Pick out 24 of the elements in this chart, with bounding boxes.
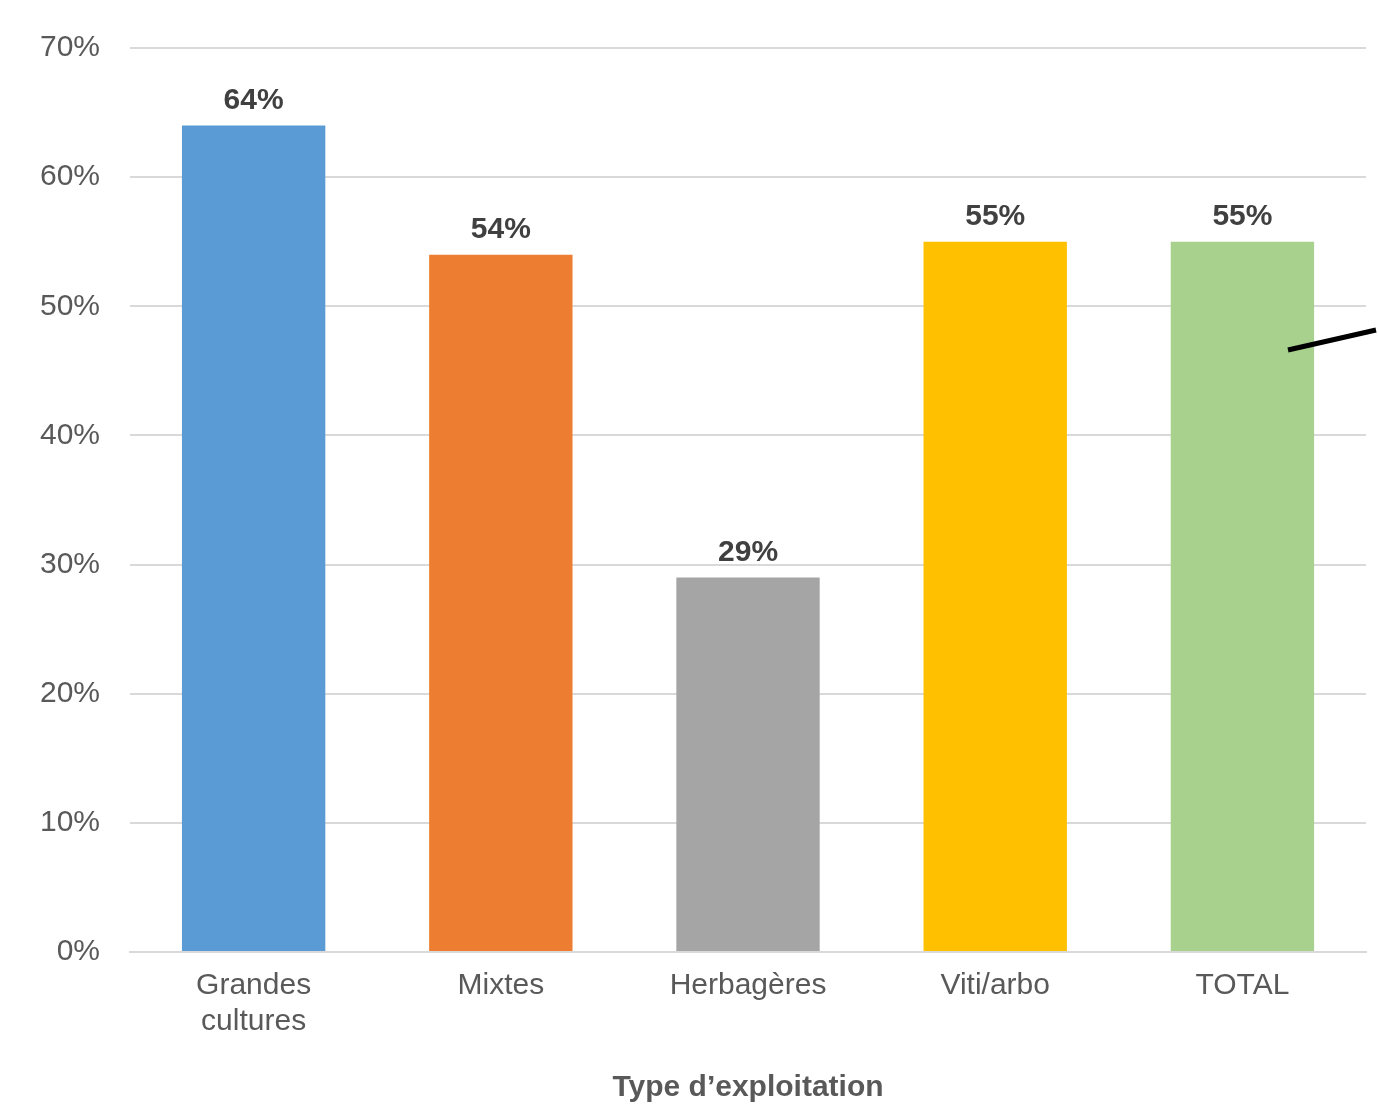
data-label: 29% xyxy=(718,533,779,567)
x-tick-label: Grandes cultures xyxy=(196,967,312,1037)
bar xyxy=(1170,241,1315,951)
data-label: 54% xyxy=(470,210,531,244)
bar xyxy=(676,577,820,951)
x-axis-title: Type d’exploitation xyxy=(612,1069,884,1103)
x-tick-label: Herbagères xyxy=(669,967,827,1001)
y-tick-label: 70% xyxy=(40,29,101,63)
data-label: 64% xyxy=(223,81,284,115)
y-tick-label: 40% xyxy=(40,416,101,450)
x-tick-label: Viti/arbo xyxy=(940,967,1050,1001)
y-tick-label: 60% xyxy=(40,158,101,192)
y-tick-label: 0% xyxy=(56,933,101,967)
x-tick-label: TOTAL xyxy=(1195,967,1290,1001)
data-label: 55% xyxy=(1212,197,1273,231)
data-label: 55% xyxy=(965,197,1026,231)
y-tick-label: 20% xyxy=(40,674,101,708)
y-tick-label: 50% xyxy=(40,287,101,321)
bar xyxy=(181,125,326,951)
bar xyxy=(429,254,573,951)
y-tick-label: 30% xyxy=(40,545,101,579)
y-tick-label: 10% xyxy=(40,804,101,838)
bar xyxy=(923,241,1067,951)
x-tick-label: Mixtes xyxy=(457,967,545,1001)
